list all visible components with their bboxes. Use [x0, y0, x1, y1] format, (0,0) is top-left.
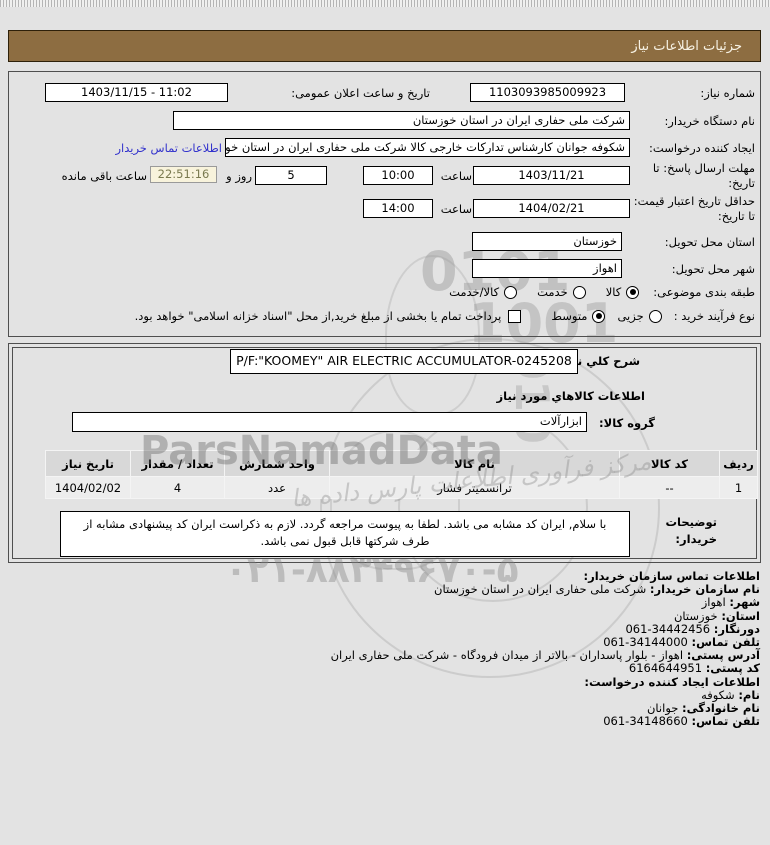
request-creator-field[interactable]: شکوفه جوانان کارشناس تدارکات خارجی کالا … [225, 138, 630, 157]
radio-minor-label: جزیی [617, 309, 644, 323]
delivery-city-label: شهر محل تحویل: [671, 262, 755, 276]
contact-row: دورنگار: 34442456-061 [625, 621, 760, 636]
hours-remaining-label: ساعت باقی مانده [61, 169, 147, 183]
treasury-payment-checkbox[interactable] [508, 309, 522, 323]
contact-section: اطلاعات تماس سازمان خریدار: نام سازمان خ… [10, 569, 760, 729]
radio-service[interactable] [572, 285, 586, 299]
subject-classification-label: طبقه بندی موضوعی: [653, 285, 755, 299]
panel-general-info [8, 71, 761, 337]
goods-group-label: گروه کالا: [599, 416, 655, 430]
contact-row: آدرس پستی: اهواز - بلوار پاسداران - بالا… [330, 648, 760, 663]
page-header-bar: جزئیات اطلاعات نیاز [8, 30, 761, 62]
days-and-label: روز و [226, 169, 252, 183]
subject-classification-row: طبقه بندی موضوعی: کالا خدمت کالا/خدمت [449, 285, 755, 299]
deadline-time-field[interactable]: 10:00 [363, 166, 433, 185]
contact-row: شهر: اهواز [701, 595, 760, 610]
top-texture-strip [0, 0, 770, 7]
buyer-org-label: نام دستگاه خریدار: [664, 114, 755, 128]
page-title: جزئیات اطلاعات نیاز [631, 38, 742, 54]
request-creator-label: ایجاد کننده درخواست: [649, 141, 755, 155]
org-contact-heading: اطلاعات تماس سازمان خریدار: [583, 569, 760, 583]
delivery-city-field[interactable]: اهواز [472, 259, 622, 278]
validity-hour-label: ساعت [440, 202, 472, 216]
validity-date-field[interactable]: 1404/02/21 [473, 199, 630, 218]
panel-need-detail-outer [8, 343, 761, 563]
deadline-date-field[interactable]: 1403/11/21 [473, 166, 630, 185]
purchase-process-label: نوع فرآیند خرید : [673, 309, 755, 323]
cell-row-number: 1 [719, 476, 758, 499]
radio-goods-service[interactable] [504, 285, 518, 299]
contact-row: نام: شکوفه [701, 687, 760, 702]
radio-medium[interactable] [592, 309, 606, 323]
deadline-hour-label: ساعت [440, 169, 472, 183]
contact-row: نام خانوادگی: جوانان [646, 701, 760, 716]
radio-service-label: خدمت [537, 285, 568, 299]
radio-goods-service-label: کالا/خدمت [449, 285, 500, 299]
creator-contact-heading: اطلاعات ایجاد کننده درخواست: [584, 674, 760, 689]
buyer-notes-label: توضیحات خریدار: [665, 515, 718, 546]
cell-need-date: 1404/02/02 [45, 476, 131, 499]
col-count-unit: واحد شمارش [224, 450, 330, 477]
radio-goods[interactable] [626, 285, 640, 299]
cell-count-unit: عدد [224, 476, 330, 499]
goods-table: ردیف کد کالا نام کالا واحد شمارش تعداد /… [45, 450, 758, 499]
goods-table-row: 1 -- ترانسمیتر فشار عدد 4 1404/02/02 [45, 476, 758, 499]
col-item-name: نام کالا [329, 450, 620, 477]
radio-minor[interactable] [648, 309, 662, 323]
buyer-notes-field[interactable]: با سلام, ایران کد مشابه می باشد. لطفا به… [60, 511, 630, 557]
need-number-label: شماره نیاز: [700, 86, 755, 100]
radio-medium-label: متوسط [551, 309, 588, 323]
required-goods-heading: اطلاعات کالاهاي مورد نياز [496, 389, 645, 403]
announce-datetime-field[interactable]: 1403/11/15 - 11:02 [45, 83, 228, 102]
goods-group-field[interactable]: ابزارآلات [72, 412, 587, 432]
purchase-process-row: نوع فرآیند خرید : جزیی متوسط پرداخت تمام… [135, 309, 755, 323]
validity-time-field[interactable]: 14:00 [363, 199, 433, 218]
price-validity-label: حداقل تاریخ اعتبار قیمت: تا تاریخ: [633, 194, 755, 223]
col-row-number: ردیف [719, 450, 758, 477]
radio-goods-label: کالا [605, 285, 622, 299]
goods-table-header-row: ردیف کد کالا نام کالا واحد شمارش تعداد /… [45, 450, 758, 477]
contact-row: تلفن تماس: 34144000-061 [603, 635, 760, 650]
need-number-field[interactable]: 1103093985009923 [470, 83, 625, 102]
treasury-payment-label: پرداخت تمام یا بخشی از مبلغ خرید,از محل … [134, 309, 502, 323]
announce-datetime-label: تاریخ و ساعت اعلان عمومی: [291, 86, 430, 100]
contact-row: استان: خوزستان [673, 608, 760, 623]
response-deadline-label: مهلت ارسال پاسخ: تا تاریخ: [652, 161, 755, 190]
remaining-time-countdown: 22:51:16 [150, 166, 217, 183]
buyer-contact-info-link[interactable]: اطلاعات تماس خریدار [115, 141, 222, 155]
col-quantity: تعداد / مقدار [130, 450, 225, 477]
need-description-label: شرح کلي نياز: [557, 354, 640, 368]
cell-quantity: 4 [130, 476, 225, 499]
contact-row: تلفن تماس: 34148660-061 [603, 714, 760, 729]
cell-item-code: -- [619, 476, 720, 499]
contact-row: کد پستی: 6164644951 [628, 661, 760, 676]
col-item-code: کد کالا [619, 450, 720, 477]
need-description-field[interactable]: P/F:"KOOMEY" AIR ELECTRIC ACCUMULATOR-02… [230, 349, 578, 374]
delivery-province-field[interactable]: خوزستان [472, 232, 622, 251]
cell-item-name: ترانسمیتر فشار [329, 476, 620, 499]
col-need-date: تاریخ نیاز [45, 450, 131, 477]
contact-row: نام سازمان خریدار: شرکت ملی حفاری ایران … [434, 582, 760, 597]
deadline-days-field[interactable]: 5 [255, 166, 327, 185]
buyer-org-field[interactable]: شرکت ملی حفاری ایران در استان خوزستان [173, 111, 630, 130]
delivery-province-label: استان محل تحویل: [664, 235, 755, 249]
